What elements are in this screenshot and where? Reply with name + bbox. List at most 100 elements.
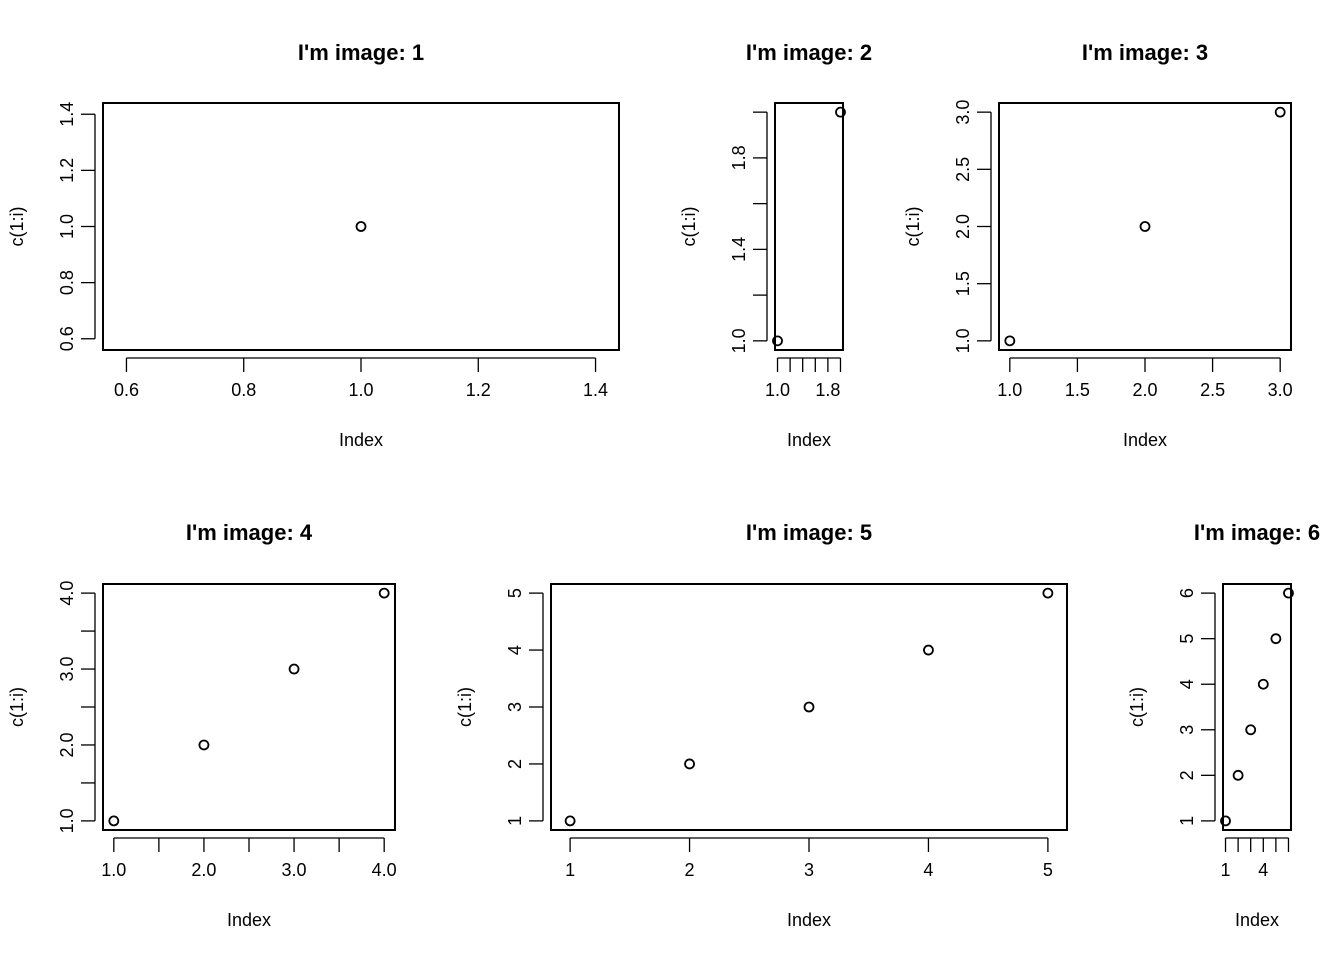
y-axis-label: c(1:i) [679, 207, 699, 247]
y-tick-label: 0.8 [57, 270, 77, 295]
y-axis-label: c(1:i) [1127, 687, 1147, 727]
y-tick-label: 1.8 [729, 145, 749, 170]
plot-frame [102, 583, 396, 831]
y-tick-label: 1.0 [57, 214, 77, 239]
data-point [684, 758, 695, 770]
x-tick-label: 3.0 [1268, 380, 1293, 400]
y-tick-label: 1.0 [729, 328, 749, 353]
data-point [288, 663, 300, 675]
x-axis-label: Index [339, 430, 383, 450]
data-point [108, 815, 120, 827]
y-tick-label: 5 [505, 588, 525, 598]
chart-title: I'm image: 3 [1082, 40, 1208, 65]
data-point [1042, 587, 1054, 599]
x-tick-label: 4 [923, 860, 933, 880]
x-axis-label: Index [1123, 430, 1167, 450]
data-point [772, 335, 783, 347]
panel-2: I'm image: 2 1.0 1.8 1.0 1.4 1.8 Index c(1:i) [679, 40, 872, 450]
y-tick-label: 3.0 [953, 100, 973, 125]
y-tick-label: 1.2 [57, 158, 77, 183]
y-tick-label: 1 [1177, 816, 1197, 826]
y-tick-label: 2.0 [953, 214, 973, 239]
y-tick-label: 1.4 [57, 102, 77, 127]
y-tick-label: 4 [1177, 679, 1197, 689]
data-point [564, 815, 576, 827]
data-point [803, 701, 815, 713]
plot-frame [1222, 583, 1292, 831]
y-tick-label: 1 [505, 816, 525, 826]
x-tick-label: 1 [565, 860, 575, 880]
y-tick-label: 3 [1177, 725, 1197, 735]
x-tick-label: 2.0 [1132, 380, 1157, 400]
x-tick-label: 1.2 [466, 380, 491, 400]
y-axis-label: c(1:i) [455, 687, 475, 727]
data-point [1283, 587, 1294, 599]
data-point [378, 587, 390, 599]
x-tick-label: 4 [1258, 860, 1268, 880]
y-tick-label: 1.5 [953, 271, 973, 296]
x-tick-label: 1 [1221, 860, 1231, 880]
data-point [1257, 678, 1269, 690]
y-tick-label: 6 [1177, 588, 1197, 598]
x-tick-label: 1.5 [1065, 380, 1090, 400]
x-axis-label: Index [1235, 910, 1279, 930]
y-tick-label: 1.0 [57, 808, 77, 833]
data-point [1245, 724, 1257, 736]
y-tick-label: 4 [505, 645, 525, 655]
x-tick-label: 2 [685, 860, 695, 880]
data-point [355, 221, 367, 232]
panel-4: I'm image: 4 1.0 2.0 3.0 4.0 1.0 2.0 3.0 4.0 Inde… [7, 520, 397, 930]
plot-frame [998, 102, 1292, 351]
x-tick-label: 2.0 [191, 860, 216, 880]
y-tick-label: 2 [1177, 770, 1197, 780]
x-tick-label: 1.0 [348, 380, 373, 400]
data-point [1274, 106, 1286, 118]
y-tick-label: 2.5 [953, 157, 973, 182]
x-tick-label: 1.0 [765, 380, 790, 400]
y-axis-label: c(1:i) [7, 687, 27, 727]
y-tick-label: 3.0 [57, 657, 77, 682]
x-tick-label: 4.0 [372, 860, 397, 880]
data-point [1004, 335, 1016, 347]
chart-title: I'm image: 5 [746, 520, 872, 545]
x-tick-label: 0.6 [114, 380, 139, 400]
y-tick-label: 1.4 [729, 237, 749, 262]
x-tick-label: 1.8 [815, 380, 840, 400]
panel-3: I'm image: 3 1.0 1.5 2.0 2.5 3.0 1.0 1.5 2.0 2.5 3… [903, 40, 1293, 450]
panel-1: I'm image: 1 0.6 0.8 1.0 1.2 1.4 0.6 0.8 1.0 1.2 1… [7, 40, 620, 450]
panel-6: I'm image: 6 1 4 1 2 3 4 5 6 Index c(1:i) [1127, 520, 1320, 930]
x-axis-label: Index [787, 910, 831, 930]
x-tick-label: 2.5 [1200, 380, 1225, 400]
data-point [923, 644, 934, 656]
chart-title: I'm image: 4 [186, 520, 313, 545]
plot-frame [102, 102, 620, 351]
data-point [835, 106, 846, 118]
x-tick-label: 3 [804, 860, 814, 880]
data-point [1220, 815, 1231, 827]
data-point [1139, 221, 1151, 232]
y-axis-label: c(1:i) [903, 207, 923, 247]
panel-5: I'm image: 5 1 2 3 4 5 1 2 3 4 5 Index c(1:i) [455, 520, 1068, 930]
data-point [1232, 769, 1244, 781]
y-tick-label: 1.0 [953, 328, 973, 353]
x-tick-label: 1.0 [101, 860, 126, 880]
x-tick-label: 3.0 [282, 860, 307, 880]
plot-frame [774, 102, 844, 351]
x-axis-label: Index [227, 910, 271, 930]
chart-title: I'm image: 6 [1194, 520, 1320, 545]
y-tick-label: 3 [505, 702, 525, 712]
x-tick-label: 1.0 [997, 380, 1022, 400]
chart-title: I'm image: 1 [298, 40, 424, 65]
x-tick-label: 1.4 [583, 380, 608, 400]
data-point [1270, 633, 1282, 645]
y-tick-label: 2.0 [57, 732, 77, 757]
chart-title: I'm image: 2 [746, 40, 872, 65]
x-tick-label: 5 [1043, 860, 1053, 880]
y-tick-label: 2 [505, 759, 525, 769]
plot-frame [550, 583, 1068, 831]
x-axis-label: Index [787, 430, 831, 450]
y-axis-label: c(1:i) [7, 207, 27, 247]
y-tick-label: 4.0 [57, 581, 77, 606]
data-point [198, 739, 210, 751]
